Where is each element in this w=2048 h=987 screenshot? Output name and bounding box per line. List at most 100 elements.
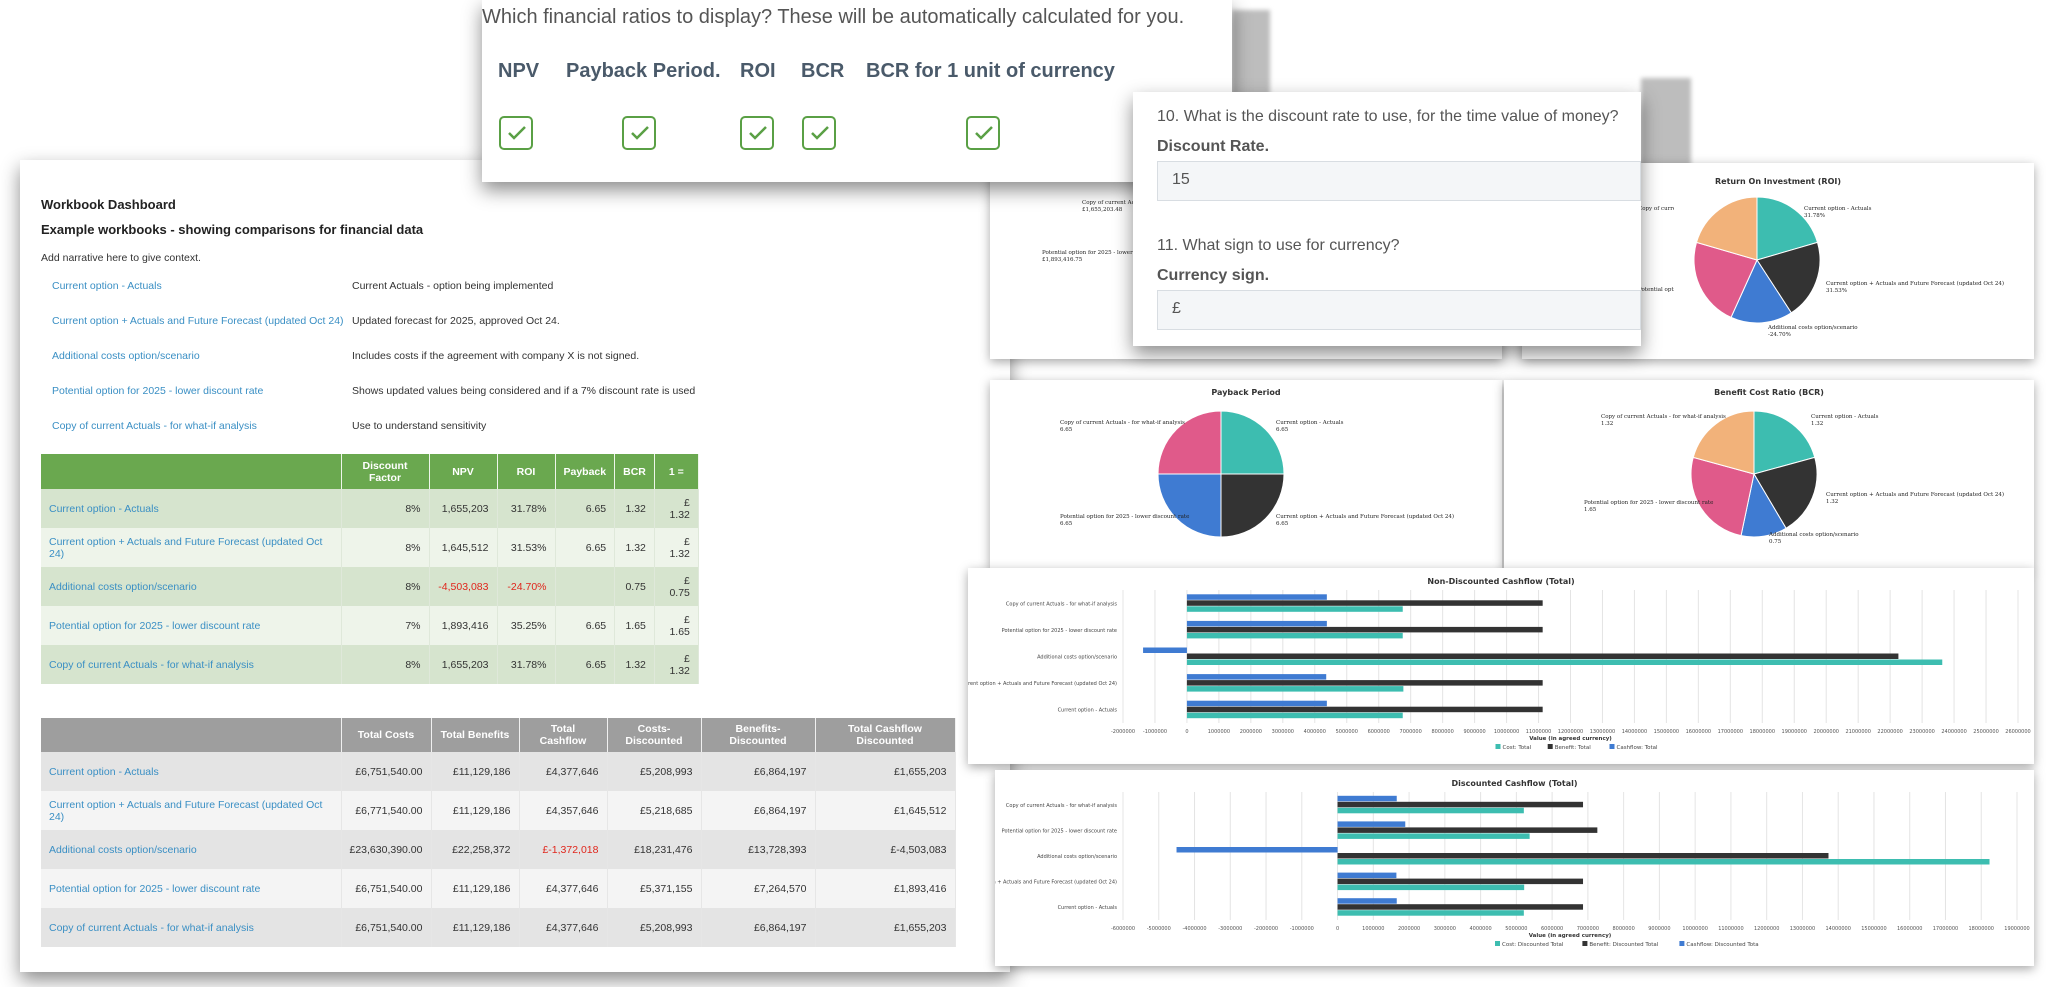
narrative-text: Add narrative here to give context. [41, 252, 201, 264]
row-link[interactable]: Copy of current Actuals - for what-if an… [41, 645, 342, 684]
currency-label: Currency sign. [1157, 267, 1270, 284]
bar [1337, 801, 1584, 808]
x-tick-label: 10000000 [1494, 729, 1519, 735]
table-row: Copy of current Actuals - for what-if an… [41, 645, 699, 684]
npv-checkbox[interactable] [499, 116, 533, 150]
workbook-link[interactable]: Current option - Actuals [52, 279, 162, 292]
x-tick-label: 3000000 [1272, 729, 1294, 735]
pie-slice [1157, 473, 1222, 538]
pie-slice [1753, 410, 1816, 475]
discount-question: 10. What is the discount rate to use, fo… [1157, 108, 1619, 125]
table-header-row: Discount Factor NPV ROI Payback BCR 1 = [41, 454, 699, 489]
table-cell: 31.78% [497, 645, 556, 684]
currency-question: 11. What sign to use for currency? [1157, 237, 1400, 254]
x-tick-label: 22000000 [1877, 729, 1902, 735]
payback-chart-panel: Payback Period Current option - Actuals 6… [990, 380, 1502, 570]
list-item: Additional costs option/scenario Includes… [52, 338, 752, 373]
x-tick-label: 8000000 [1432, 729, 1454, 735]
row-link[interactable]: Copy of current Actuals - for what-if an… [41, 908, 342, 947]
bar [1337, 827, 1598, 833]
y-category-label: Current option + Actuals and Future Fore… [995, 880, 1117, 886]
discount-rate-input[interactable]: 15 [1157, 161, 1641, 201]
chart-title: Non-Discounted Cashflow (Total) [1427, 577, 1575, 586]
table-cell: 31.78% [497, 489, 556, 528]
table-row: Potential option for 2025 - lower discou… [41, 869, 956, 908]
row-link[interactable]: Current option + Actuals and Future Fore… [41, 791, 342, 830]
table-cell: £6,864,197 [701, 752, 816, 791]
table-cell: £ 1.32 [654, 528, 699, 567]
x-tick-label: 15000000 [1861, 926, 1886, 932]
workbook-link[interactable]: Potential option for 2025 - lower discou… [52, 384, 264, 397]
row-link[interactable]: Potential option for 2025 - lower discou… [41, 606, 342, 645]
table-cell: -4,503,083 [429, 567, 498, 606]
legend-label: Benefit: Total [1555, 745, 1592, 751]
x-tick-label: 1000000 [1362, 926, 1384, 932]
x-tick-label: -1000000 [1143, 729, 1167, 735]
x-tick-label: -2000000 [1111, 729, 1135, 735]
x-tick-label: 12000000 [1754, 926, 1779, 932]
non-discounted-bar-svg: -2000000 -1000000 0 1000000 2000000 3000000 40… [968, 590, 2031, 751]
bcr-unit-checkbox[interactable] [966, 116, 1000, 150]
x-tick-label: 10000000 [1682, 926, 1707, 932]
currency-sign-input[interactable]: £ [1157, 290, 1641, 330]
chart-title: Benefit Cost Ratio (BCR) [1714, 388, 1824, 397]
x-tick-label: 2000000 [1398, 926, 1420, 932]
table-cell: 1.32 [614, 528, 655, 567]
table-cell: 0.75 [614, 567, 655, 606]
bar [1186, 606, 1403, 612]
table-row: Potential option for 2025 - lower discou… [41, 606, 699, 645]
column-header: Discount Factor [341, 454, 430, 489]
page-subtitle: Example workbooks - showing comparisons … [41, 222, 424, 237]
ratio-label-bcr-unit: BCR for 1 unit of currency [866, 60, 1115, 82]
table-cell: £5,208,993 [607, 908, 702, 947]
bar [1186, 626, 1543, 633]
pie-label: Current option + Actuals and Future Fore… [1826, 492, 2005, 505]
row-link[interactable]: Current option - Actuals [41, 752, 342, 791]
table-cell: £-4,503,083 [815, 830, 956, 869]
table-cell: £1,893,416 [815, 869, 956, 908]
pie-slice [1692, 410, 1755, 475]
table-cell: £5,371,155 [607, 869, 702, 908]
list-item: Copy of current Actuals - for what-if an… [52, 408, 752, 443]
x-tick-label: 19000000 [2004, 926, 2029, 932]
chart-title: Discounted Cashflow (Total) [1451, 779, 1578, 788]
row-link[interactable]: Potential option for 2025 - lower discou… [41, 869, 342, 908]
x-tick-label: 5000000 [1505, 926, 1527, 932]
workbook-description: Use to understand sensitivity [352, 419, 487, 432]
x-tick-label: 17000000 [1718, 729, 1743, 735]
x-tick-label: 11000000 [1526, 729, 1551, 735]
row-link[interactable]: Current option + Actuals and Future Fore… [41, 528, 342, 567]
bar [1143, 647, 1187, 653]
payback-checkbox[interactable] [622, 116, 656, 150]
bar [1186, 706, 1543, 713]
table-cell: 1.32 [614, 489, 655, 528]
workbook-link[interactable]: Copy of current Actuals - for what-if an… [52, 419, 257, 432]
workbook-link[interactable]: Current option + Actuals and Future Fore… [52, 314, 344, 327]
bcr-checkbox[interactable] [802, 116, 836, 150]
bcr-chart-panel: Benefit Cost Ratio (BCR) Current option … [1504, 380, 2034, 570]
table-cell: £11,129,186 [431, 791, 520, 830]
roi-checkbox[interactable] [740, 116, 774, 150]
x-tick-label: 9000000 [1648, 926, 1670, 932]
workbook-link[interactable]: Additional costs option/scenario [52, 349, 200, 362]
column-header: NPV [429, 454, 498, 489]
bar [1337, 853, 1829, 859]
table-cell: £6,771,540.00 [341, 791, 432, 830]
x-tick-label: 18000000 [1969, 926, 1994, 932]
x-tick-label: 23000000 [1909, 729, 1934, 735]
column-header: Total Cashflow [519, 718, 608, 752]
table-cell: £1,655,203 [815, 752, 956, 791]
bar [1337, 833, 1530, 839]
row-link[interactable]: Current option - Actuals [41, 489, 342, 528]
ratio-question: Which financial ratios to display? These… [482, 6, 1185, 28]
roi-pie-svg [1693, 196, 1821, 324]
table-row: Current option + Actuals and Future Fore… [41, 528, 699, 567]
x-tick-label: 9000000 [1463, 729, 1485, 735]
x-tick-label: -2000000 [1254, 926, 1278, 932]
x-tick-label: 12000000 [1558, 729, 1583, 735]
row-link[interactable]: Additional costs option/scenario [41, 567, 342, 606]
column-header: Benefits-Discounted [701, 718, 816, 752]
row-link[interactable]: Additional costs option/scenario [41, 830, 342, 869]
pie-label: Current option + Actuals and Future Fore… [1276, 514, 1455, 527]
checkmark-icon [811, 126, 829, 140]
